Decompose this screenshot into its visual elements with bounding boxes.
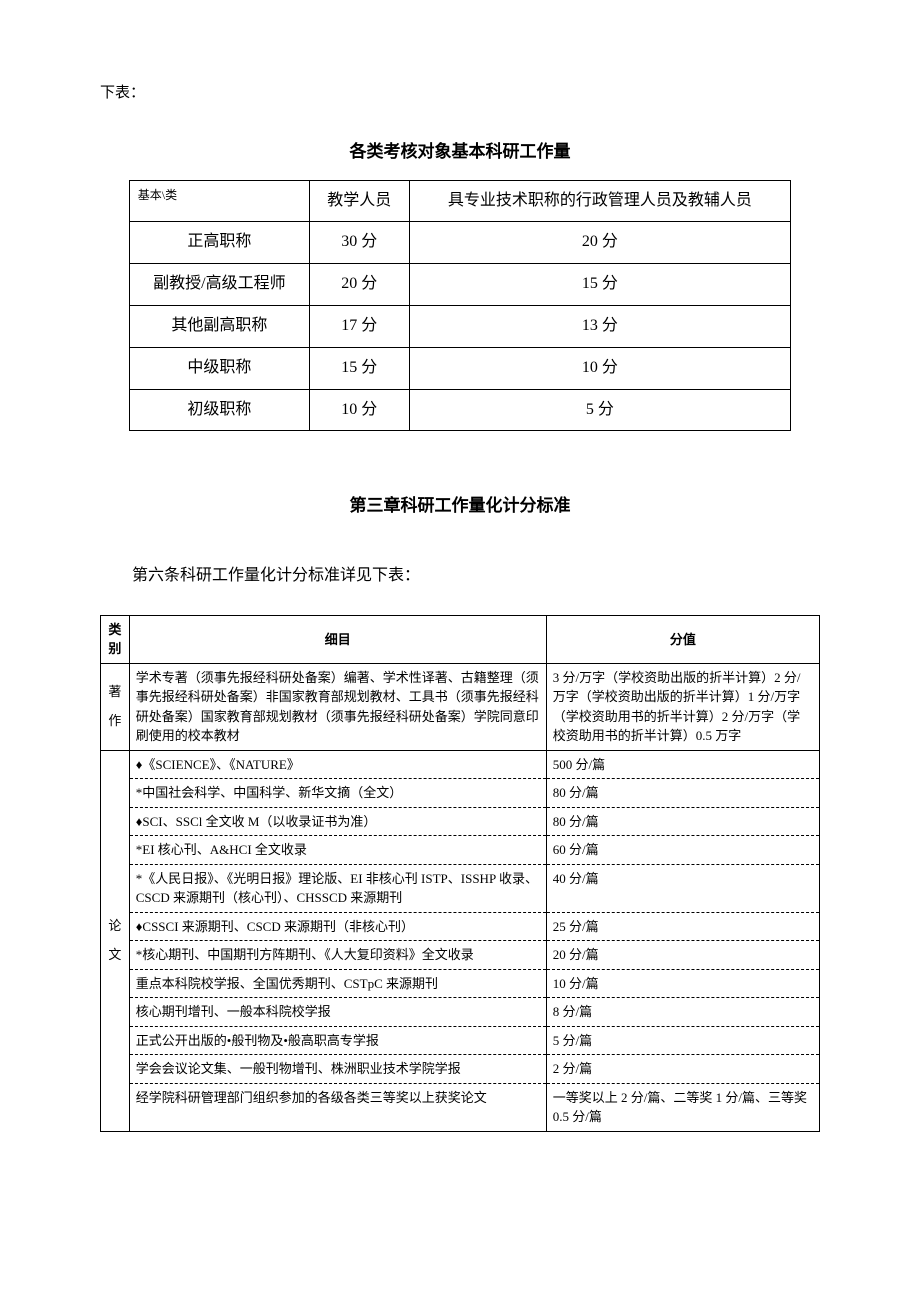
cat-char: 作 <box>103 707 127 736</box>
cell: 17 分 <box>309 305 409 347</box>
table-row: 其他副高职称 17 分 13 分 <box>129 305 790 347</box>
cat-label: 著作 <box>101 663 130 750</box>
header-cat: 类别 <box>101 615 130 663</box>
score-cell: 8 分/篇 <box>546 998 819 1027</box>
cat-char: 文 <box>103 941 127 970</box>
detail-cell: ♦《SCIENCE》、《NATURE》 <box>129 750 546 779</box>
score-cell: 60 分/篇 <box>546 836 819 865</box>
score-cell: 5 分/篇 <box>546 1026 819 1055</box>
cell: 20 分 <box>409 222 791 264</box>
table-row: 核心期刊增刊、一般本科院校学报 8 分/篇 <box>101 998 820 1027</box>
row-label: 副教授/高级工程师 <box>129 264 309 306</box>
detail-cell: 学会会议论文集、一般刊物增刊、株洲职业技术学院学报 <box>129 1055 546 1084</box>
cell: 20 分 <box>309 264 409 306</box>
table-row: 著作 学术专著（须事先报经科研处备案）编著、学术性译著、古籍整理（须事先报经科研… <box>101 663 820 750</box>
score-cell: 10 分/篇 <box>546 969 819 998</box>
article-text: 第六条科研工作量化计分标准详见下表： <box>100 562 820 591</box>
score-cell: 20 分/篇 <box>546 941 819 970</box>
cat-char: 论 <box>103 912 127 941</box>
table-row: ♦SCI、SSCl 全文收 M（以收录证书为准） 80 分/篇 <box>101 807 820 836</box>
detail-cell: *中国社会科学、中国科学、新华文摘（全文） <box>129 779 546 808</box>
table-row: *中国社会科学、中国科学、新华文摘（全文） 80 分/篇 <box>101 779 820 808</box>
row-label: 其他副高职称 <box>129 305 309 347</box>
table-row: *EI 核心刊、A&HCI 全文收录 60 分/篇 <box>101 836 820 865</box>
detail-cell: ♦CSSCI 来源期刊、CSCD 来源期刊（非核心刊） <box>129 912 546 941</box>
workload-table: 基本\类 教学人员 具专业技术职称的行政管理人员及教辅人员 正高职称 30 分 … <box>129 180 791 432</box>
score-cell: 80 分/篇 <box>546 807 819 836</box>
scoring-table: 类别 细目 分值 著作 学术专著（须事先报经科研处备案）编著、学术性译著、古籍整… <box>100 615 820 1132</box>
score-cell: 2 分/篇 <box>546 1055 819 1084</box>
chapter-title: 第三章科研工作量化计分标准 <box>100 491 820 522</box>
table-row: ♦CSSCI 来源期刊、CSCD 来源期刊（非核心刊） 25 分/篇 <box>101 912 820 941</box>
cell: 10 分 <box>309 389 409 431</box>
table-row: 基本\类 教学人员 具专业技术职称的行政管理人员及教辅人员 <box>129 180 790 222</box>
row-label: 中级职称 <box>129 347 309 389</box>
cell: 15 分 <box>309 347 409 389</box>
table-row: 初级职称 10 分 5 分 <box>129 389 790 431</box>
score-cell: 500 分/篇 <box>546 750 819 779</box>
detail-cell: ♦SCI、SSCl 全文收 M（以收录证书为准） <box>129 807 546 836</box>
table-row: 副教授/高级工程师 20 分 15 分 <box>129 264 790 306</box>
row-label: 正高职称 <box>129 222 309 264</box>
table-row: 中级职称 15 分 10 分 <box>129 347 790 389</box>
cell: 15 分 <box>409 264 791 306</box>
header-rowlabel: 基本\类 <box>129 180 309 222</box>
table-row: 经学院科研管理部门组织参加的各级各类三等奖以上获奖论文 一等奖以上 2 分/篇、… <box>101 1083 820 1131</box>
detail-cell: 核心期刊增刊、一般本科院校学报 <box>129 998 546 1027</box>
detail-cell: 经学院科研管理部门组织参加的各级各类三等奖以上获奖论文 <box>129 1083 546 1131</box>
table1-title: 各类考核对象基本科研工作量 <box>100 137 820 168</box>
table-row: 正式公开出版的•般刊物及•般高职高专学报 5 分/篇 <box>101 1026 820 1055</box>
detail-cell: *《人民日报》、《光明日报》理论版、EI 非核心刊 ISTP、ISSHP 收录、… <box>129 864 546 912</box>
score-cell: 3 分/万字（学校资助出版的折半计算）2 分/万字（学校资助出版的折半计算）1 … <box>546 663 819 750</box>
row-label: 初级职称 <box>129 389 309 431</box>
cell: 5 分 <box>409 389 791 431</box>
score-cell: 80 分/篇 <box>546 779 819 808</box>
header-col2: 具专业技术职称的行政管理人员及教辅人员 <box>409 180 791 222</box>
header-col1: 教学人员 <box>309 180 409 222</box>
table-row: 重点本科院校学报、全国优秀期刊、CSTpC 来源期刊 10 分/篇 <box>101 969 820 998</box>
cat-label: 论文 <box>101 750 130 1131</box>
detail-cell: 正式公开出版的•般刊物及•般高职高专学报 <box>129 1026 546 1055</box>
detail-cell: *核心期刊、中国期刊方阵期刊、《人大复印资料》全文收录 <box>129 941 546 970</box>
table-row: 类别 细目 分值 <box>101 615 820 663</box>
score-cell: 一等奖以上 2 分/篇、二等奖 1 分/篇、三等奖 0.5 分/篇 <box>546 1083 819 1131</box>
cell: 13 分 <box>409 305 791 347</box>
detail-cell: 重点本科院校学报、全国优秀期刊、CSTpC 来源期刊 <box>129 969 546 998</box>
table-row: 学会会议论文集、一般刊物增刊、株洲职业技术学院学报 2 分/篇 <box>101 1055 820 1084</box>
header-score: 分值 <box>546 615 819 663</box>
table-row: *核心期刊、中国期刊方阵期刊、《人大复印资料》全文收录 20 分/篇 <box>101 941 820 970</box>
table-row: 正高职称 30 分 20 分 <box>129 222 790 264</box>
detail-cell: 学术专著（须事先报经科研处备案）编著、学术性译著、古籍整理（须事先报经科研处备案… <box>129 663 546 750</box>
cell: 10 分 <box>409 347 791 389</box>
score-cell: 25 分/篇 <box>546 912 819 941</box>
cat-char: 著 <box>103 678 127 707</box>
detail-cell: *EI 核心刊、A&HCI 全文收录 <box>129 836 546 865</box>
score-cell: 40 分/篇 <box>546 864 819 912</box>
table-row: *《人民日报》、《光明日报》理论版、EI 非核心刊 ISTP、ISSHP 收录、… <box>101 864 820 912</box>
cell: 30 分 <box>309 222 409 264</box>
table-row: 论文 ♦《SCIENCE》、《NATURE》 500 分/篇 <box>101 750 820 779</box>
header-detail: 细目 <box>129 615 546 663</box>
pre-text: 下表： <box>100 80 820 107</box>
